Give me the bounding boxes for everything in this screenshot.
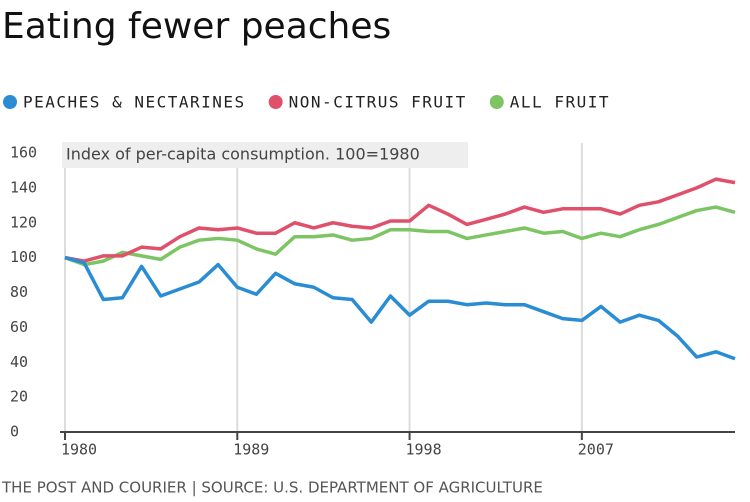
y-tick-label: 140 bbox=[10, 178, 37, 196]
y-tick-label: 60 bbox=[10, 318, 28, 336]
source: THE POST AND COURIER | SOURCE: U.S. DEPA… bbox=[1, 479, 543, 497]
legend-label: NON-CITRUS FRUIT bbox=[289, 93, 467, 112]
legend-marker bbox=[268, 95, 283, 109]
chart-title: Eating fewer peaches bbox=[2, 6, 391, 47]
y-tick-label: 40 bbox=[10, 353, 28, 371]
subtitle: Index of per-capita consumption. 100=198… bbox=[66, 145, 420, 164]
y-tick-label: 120 bbox=[10, 213, 37, 231]
series-line bbox=[64, 205, 736, 267]
y-tick-label: 80 bbox=[10, 283, 28, 301]
y-tick-label: 160 bbox=[10, 144, 37, 162]
y-tick-label: 0 bbox=[10, 423, 19, 441]
x-tick-label: 2007 bbox=[578, 441, 614, 459]
y-tick-label: 20 bbox=[10, 388, 28, 406]
subtitle-bg bbox=[62, 142, 468, 168]
series-line bbox=[64, 255, 736, 361]
x-tick-label: 1998 bbox=[406, 441, 442, 459]
legend-label: ALL FRUIT bbox=[510, 93, 610, 112]
x-tick-label: 1980 bbox=[61, 441, 97, 459]
legend-marker bbox=[3, 95, 17, 109]
y-tick-label: 100 bbox=[10, 248, 37, 266]
series-line bbox=[64, 177, 736, 263]
legend-marker bbox=[489, 95, 504, 109]
legend-label: PEACHES & NECTARINES bbox=[23, 93, 246, 112]
x-tick-label: 1989 bbox=[233, 441, 269, 459]
